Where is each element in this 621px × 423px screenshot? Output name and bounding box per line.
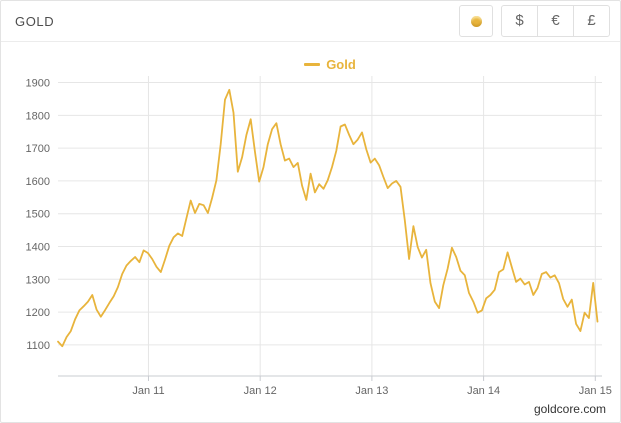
legend[interactable]: Gold [58,57,602,72]
x-axis-label: Jan 15 [579,385,612,397]
currency-button-group: $ € £ [501,5,610,37]
selected-currency-toggle-button[interactable] [459,5,493,37]
y-axis-label: 1300 [26,274,50,286]
y-axis-label: 1600 [26,176,50,188]
x-axis-label: Jan 14 [467,385,500,397]
selected-indicator-dot-icon [470,15,482,27]
y-axis-label: 1900 [26,78,50,90]
currency-gbp-button[interactable]: £ [573,5,610,37]
y-axis-label: 1200 [26,307,50,319]
y-axis-label: 1800 [26,110,50,122]
legend-label: Gold [326,57,356,72]
widget-header: GOLD $ € £ [1,1,620,42]
currency-controls: $ € £ [459,5,610,37]
gold-price-chart: 1100 1200 1300 1400 1500 1600 1700 1800 1900 Jan … [26,76,612,397]
gold-price-line [57,88,599,348]
y-axis-label: 1400 [26,241,50,253]
widget-title: GOLD [15,13,55,29]
credit-text: goldcore.com [533,402,606,416]
x-axis-label: Jan 13 [355,385,388,397]
currency-eur-button[interactable]: € [537,5,574,37]
y-axis-label: 1700 [26,143,50,155]
chart-area: Gold 1100 1200 1300 1400 1500 1600 1700 1800 190… [1,42,620,422]
y-axis-label: 1500 [26,209,50,221]
x-axis-label: Jan 12 [244,385,277,397]
y-axis-label: 1100 [26,340,50,352]
legend-line-swatch-icon [304,63,321,67]
x-axis-label: Jan 11 [132,385,164,397]
currency-usd-button[interactable]: $ [501,5,538,37]
